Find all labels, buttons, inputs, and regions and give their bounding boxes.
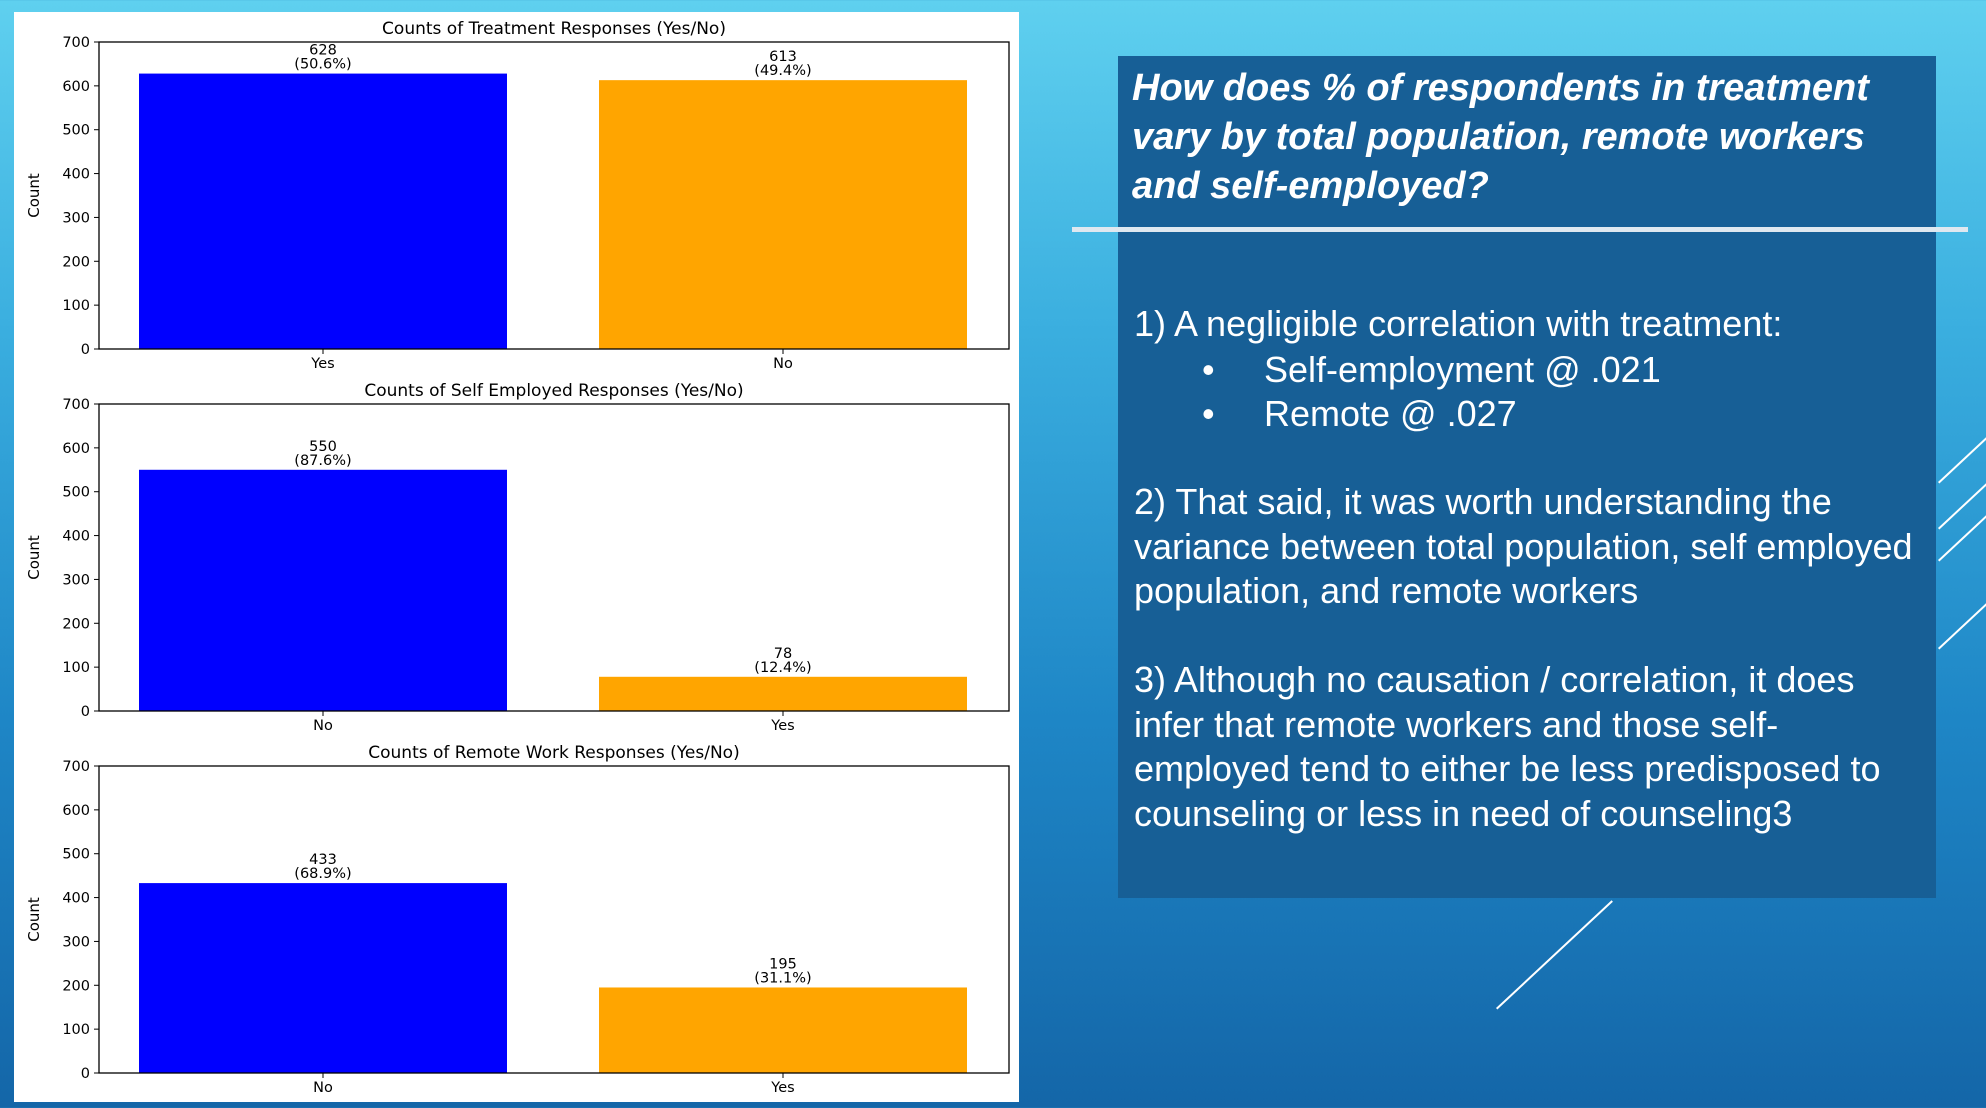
bar-value-label: 195: [769, 956, 797, 972]
bar: [599, 80, 967, 350]
bar-value-label: 550: [309, 439, 337, 455]
decorative-line: [1496, 900, 1613, 1010]
chart-title: Counts of Treatment Responses (Yes/No): [382, 19, 726, 39]
y-tick-label: 200: [62, 978, 90, 994]
y-tick-label: 300: [62, 934, 90, 950]
decorative-line: [1938, 566, 1986, 650]
y-tick-label: 500: [62, 123, 90, 139]
decorative-line: [1938, 430, 1986, 484]
y-tick-label: 700: [62, 397, 90, 413]
x-tick-label: No: [773, 356, 793, 372]
bullet-icon: •: [1202, 393, 1215, 434]
bullet-text: Self-employment @ .021: [1264, 349, 1661, 390]
heading-divider: [1072, 227, 1968, 232]
x-tick-label: Yes: [770, 718, 794, 734]
bar: [139, 73, 507, 349]
bar-percent-label: (50.6%): [294, 57, 351, 73]
plot-frame: [98, 403, 1010, 712]
plot-frame: [98, 41, 1010, 350]
y-tick-label: 0: [81, 1066, 90, 1082]
x-tick-label: No: [313, 718, 333, 734]
bar-percent-label: (68.9%): [294, 866, 351, 882]
y-tick-label: 200: [62, 616, 90, 632]
bar-percent-label: (12.4%): [754, 660, 811, 676]
y-tick-label: 700: [62, 35, 90, 51]
plot-frame: [98, 765, 1010, 1074]
bar-percent-label: (87.6%): [294, 453, 351, 469]
bullet-icon: •: [1202, 349, 1215, 390]
y-tick-label: 600: [62, 79, 90, 95]
point-1: 1) A negligible correlation with treatme…: [1134, 303, 1783, 344]
bar-value-label: 78: [774, 646, 792, 662]
text-panel: [1118, 56, 1936, 898]
y-tick-label: 100: [62, 298, 90, 314]
y-tick-label: 100: [62, 660, 90, 676]
y-tick-label: 0: [81, 342, 90, 358]
y-tick-label: 300: [62, 210, 90, 226]
y-axis-label: Count: [25, 173, 43, 218]
bar-percent-label: (49.4%): [754, 63, 811, 79]
y-tick-label: 400: [62, 529, 90, 545]
bar: [599, 987, 967, 1073]
bar-charts-svg: Counts of Treatment Responses (Yes/No) 62…: [25, 19, 1010, 1096]
y-axis-label: Count: [25, 897, 43, 942]
y-tick-label: 300: [62, 572, 90, 588]
bullet-text: Remote @ .027: [1264, 393, 1517, 434]
chart-title: Counts of Self Employed Responses (Yes/N…: [364, 381, 743, 401]
y-tick-label: 400: [62, 891, 90, 907]
y-tick-label: 500: [62, 485, 90, 501]
decorative-line: [1938, 491, 1986, 562]
x-tick-label: Yes: [770, 1080, 794, 1096]
chart-title: Counts of Remote Work Responses (Yes/No): [368, 743, 739, 763]
y-tick-label: 200: [62, 254, 90, 270]
chart-figure: Counts of Treatment Responses (Yes/No) 62…: [14, 12, 1019, 1102]
y-tick-label: 700: [62, 759, 90, 775]
bar: [599, 676, 967, 711]
y-tick-label: 0: [81, 704, 90, 720]
point-2: 2) That said, it was worth understanding…: [1134, 481, 1913, 611]
x-tick-label: No: [313, 1080, 333, 1096]
y-tick-label: 600: [62, 803, 90, 819]
y-tick-label: 500: [62, 847, 90, 863]
y-tick-label: 100: [62, 1022, 90, 1038]
bar: [139, 883, 507, 1073]
y-axis-label: Count: [25, 535, 43, 580]
x-tick-label: Yes: [310, 356, 334, 372]
bar-value-label: 613: [769, 49, 797, 65]
bar-value-label: 628: [309, 43, 337, 59]
y-tick-label: 600: [62, 441, 90, 457]
point-3: 3) Although no causation / correlation, …: [1134, 659, 1881, 834]
bar-percent-label: (31.1%): [754, 970, 811, 986]
bar-value-label: 433: [309, 852, 337, 868]
bar: [139, 469, 507, 711]
slide-heading: How does % of respondents in treatment v…: [1132, 67, 1869, 207]
y-tick-label: 400: [62, 167, 90, 183]
